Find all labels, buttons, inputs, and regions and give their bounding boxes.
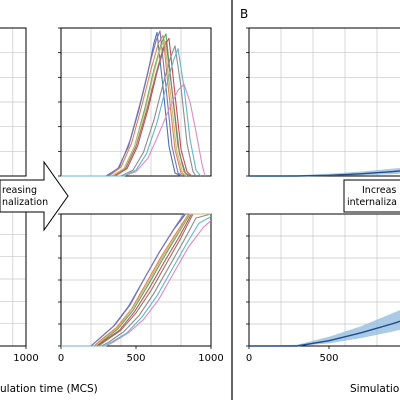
series-line-8 xyxy=(61,45,197,177)
right-arrow-shape xyxy=(343,179,400,213)
left-arrow-shape xyxy=(0,160,69,232)
series-line-4 xyxy=(61,213,211,347)
axis-a-bottom-left: 1000 xyxy=(0,211,39,364)
series-line-2 xyxy=(61,213,211,347)
confidence-band xyxy=(249,310,400,346)
series-line-10 xyxy=(61,216,212,347)
axis-a-top-left xyxy=(0,27,27,177)
right-arrow-line1: Increas xyxy=(362,185,396,196)
series-line-7 xyxy=(61,83,206,177)
series-line-6 xyxy=(61,40,191,177)
series-line-10 xyxy=(61,48,201,177)
left-arrow: reasing nalization xyxy=(0,160,69,232)
series-line-4 xyxy=(61,37,192,177)
axis-a-br-xtick-label: 500 xyxy=(126,353,145,364)
panel-b-label: B xyxy=(240,7,248,21)
axis-a-tr-frame xyxy=(60,27,212,177)
series-line-8 xyxy=(61,213,212,347)
mean-line xyxy=(249,170,400,177)
axis-a-br-xtick-label: 1000 xyxy=(198,353,223,364)
axis-b-b-xtick-label: 500 xyxy=(319,353,338,364)
axis-a-bl-frame xyxy=(0,211,27,347)
series-line-9 xyxy=(61,39,188,177)
axis-b-top xyxy=(246,27,400,177)
right-arrow: Increas internaliza xyxy=(343,179,400,213)
left-arrow-line2: nalization xyxy=(2,197,48,208)
series-line-2 xyxy=(61,34,186,177)
series-line-7 xyxy=(61,220,212,347)
left-arrow-line1: reasing xyxy=(2,185,37,196)
left-x-axis-label: ulation time (MCS) xyxy=(0,383,98,395)
right-arrow-line2: internaliza xyxy=(347,197,397,208)
series-line-9 xyxy=(61,213,211,347)
axis-a-top-right xyxy=(58,27,212,177)
mean-line xyxy=(249,320,400,347)
axis-a-bl-xtick-label: 1000 xyxy=(13,353,38,364)
axis-a-tl-frame xyxy=(0,27,27,177)
axis-a-br-xtick-label: 0 xyxy=(58,353,64,364)
axis-b-b-xtick-label: 0 xyxy=(246,353,252,364)
right-x-axis-label: Simulatio xyxy=(350,383,399,395)
axis-a-bottom-right: 0 500 1000 xyxy=(58,213,224,364)
series-line-5 xyxy=(61,30,183,177)
series-line-6 xyxy=(61,213,211,347)
series-line-5 xyxy=(61,213,211,347)
